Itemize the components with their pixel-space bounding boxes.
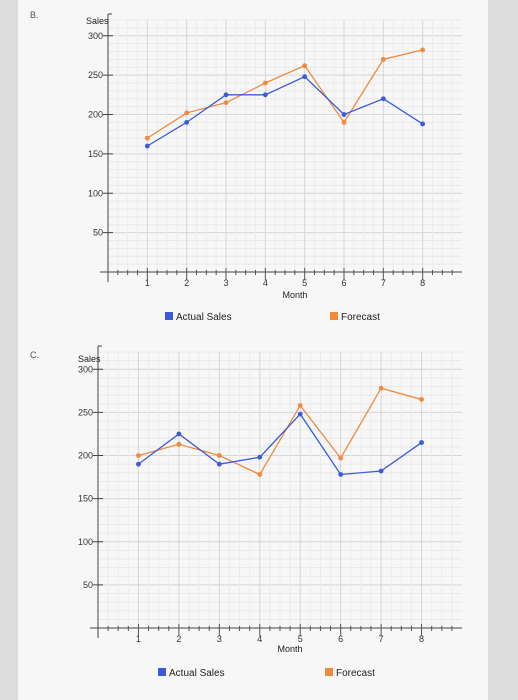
x-tick-label: 7 [381,278,386,288]
legend-item: Forecast [330,312,380,323]
data-point [144,143,150,149]
data-point [297,411,303,417]
data-point [419,397,424,402]
legend-label: Forecast [341,312,380,323]
data-point [223,100,229,106]
data-point [419,440,424,445]
legend-item: Actual Sales [158,668,225,679]
y-tick-label: 250 [78,407,93,417]
data-point [184,119,190,125]
chart-c: C. Sales 50 100 150 200 250 300 1 2 3 4 5 6 7 8 Month Act… [18,340,488,700]
data-point [378,468,384,474]
data-point [257,472,263,477]
panel-label: B. [30,10,39,20]
x-axis-title: Month [277,644,302,654]
legend-item: Forecast [325,668,375,679]
series-line [146,49,423,139]
data-point [216,453,222,458]
grid [108,19,462,272]
data-point [184,110,190,116]
legend-label: Actual Sales [176,312,232,323]
data-point [380,56,386,62]
legend-label: Forecast [336,668,375,679]
y-tick-label: 250 [88,70,103,80]
data-point [136,461,141,467]
series-actual-sales [136,411,424,477]
series-forecast [144,47,426,141]
x-tick-label: 5 [298,634,303,644]
legend-swatch [325,668,333,676]
y-tick-label: 150 [88,149,103,159]
x-tick-label: 6 [341,278,346,288]
x-tick-label: 8 [419,634,424,644]
data-point [216,461,222,467]
y-tick-label: 200 [88,110,103,120]
x-tick-label: 8 [420,278,425,288]
data-point [262,92,268,98]
y-axis-title: Sales [78,354,101,364]
x-tick-label: 4 [257,634,262,644]
y-tick-label: 100 [78,537,93,547]
legend-swatch [158,668,166,676]
data-point [257,454,263,460]
data-point [341,119,347,125]
x-tick-label: 5 [302,278,307,288]
data-point [338,455,344,461]
data-point [420,47,426,53]
series-forecast [136,385,424,477]
data-point [380,96,386,102]
data-point [302,63,308,69]
x-axis-title: Month [282,290,307,300]
y-tick-label: 50 [93,228,103,238]
x-tick-label: 2 [184,278,189,288]
data-point [262,80,268,86]
x-tick-label: 1 [136,634,141,644]
panel-label: C. [30,350,39,360]
x-tick-label: 2 [176,634,181,644]
grid [98,351,462,628]
data-point [378,385,384,391]
legend-swatch [330,312,338,320]
data-point [144,135,150,141]
legend-label: Actual Sales [169,668,225,679]
series-line [138,413,422,476]
x-tick-label: 1 [145,278,150,288]
data-point [136,453,141,458]
x-tick-label: 3 [223,278,228,288]
x-tick-label: 7 [379,634,384,644]
data-point [223,92,229,98]
y-tick-label: 50 [83,580,93,590]
y-tick-label: 300 [78,364,93,374]
x-tick-label: 4 [263,278,268,288]
data-point [176,431,182,437]
chart-card [18,340,488,700]
series-line [138,387,422,476]
legend-swatch [165,312,173,320]
y-tick-label: 100 [88,188,103,198]
chart-b: B. Sales 50 100 150 200 250 300 1 2 3 4 5 6 7 8 Month Act… [18,0,488,340]
series-line [146,75,424,147]
series-actual-sales [144,74,426,149]
y-tick-label: 300 [88,31,103,41]
x-tick-label: 3 [217,634,222,644]
y-tick-label: 150 [78,494,93,504]
data-point [302,74,308,80]
y-tick-label: 200 [78,451,93,461]
data-point [297,403,303,408]
legend-item: Actual Sales [165,312,232,323]
data-point [338,472,344,477]
data-point [420,121,426,127]
y-axis-title: Sales [86,16,109,26]
data-point [176,441,182,447]
x-tick-label: 6 [338,634,343,644]
data-point [341,112,347,117]
